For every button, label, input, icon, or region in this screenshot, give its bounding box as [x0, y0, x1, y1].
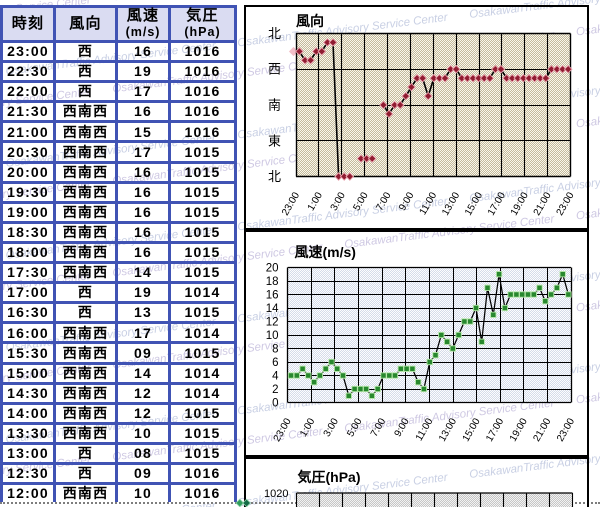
svg-text:15:00: 15:00: [463, 190, 485, 218]
svg-text:南: 南: [267, 98, 280, 113]
svg-text:風速(m/s): 風速(m/s): [294, 244, 355, 260]
svg-text:5:00: 5:00: [351, 190, 370, 213]
svg-text:北: 北: [267, 26, 280, 41]
svg-text:1:00: 1:00: [298, 416, 317, 439]
svg-text:1:00: 1:00: [305, 190, 324, 213]
svg-text:13:00: 13:00: [440, 190, 462, 218]
svg-text:5:00: 5:00: [345, 416, 364, 439]
svg-text:2: 2: [272, 384, 278, 396]
svg-text:西: 西: [267, 62, 280, 77]
svg-text:21:00: 21:00: [531, 416, 553, 444]
svg-text:0: 0: [272, 398, 278, 410]
svg-text:風向: 風向: [296, 13, 324, 29]
svg-text:19:00: 19:00: [507, 416, 529, 444]
svg-text:3:00: 3:00: [328, 190, 347, 213]
svg-text:7:00: 7:00: [374, 190, 393, 213]
svg-text:23:00: 23:00: [555, 416, 577, 444]
svg-text:12: 12: [265, 317, 278, 329]
svg-text:18: 18: [265, 276, 278, 288]
svg-text:8: 8: [272, 344, 278, 356]
svg-text:7:00: 7:00: [368, 416, 387, 439]
svg-text:23:00: 23:00: [271, 416, 293, 444]
svg-text:17:00: 17:00: [485, 190, 507, 218]
svg-text:15:00: 15:00: [460, 416, 482, 444]
svg-text:11:00: 11:00: [413, 416, 435, 443]
svg-text:気圧(hPa): 気圧(hPa): [297, 469, 360, 485]
svg-text:3:00: 3:00: [321, 416, 340, 439]
svg-text:北: 北: [267, 169, 280, 184]
svg-text:23:00: 23:00: [554, 190, 576, 218]
svg-text:13:00: 13:00: [437, 416, 459, 444]
svg-text:14: 14: [265, 303, 278, 315]
svg-text:1020: 1020: [264, 488, 288, 500]
svg-text:10: 10: [265, 330, 278, 342]
svg-text:23:00: 23:00: [280, 190, 302, 218]
svg-text:6: 6: [272, 357, 278, 369]
svg-text:4: 4: [272, 371, 279, 383]
svg-text:20: 20: [265, 263, 278, 275]
svg-text:17:00: 17:00: [484, 416, 506, 444]
svg-text:東: 東: [267, 133, 280, 148]
svg-text:11:00: 11:00: [417, 190, 439, 217]
svg-text:16: 16: [265, 290, 278, 302]
svg-text:21:00: 21:00: [531, 190, 553, 218]
svg-text:9:00: 9:00: [397, 190, 416, 213]
svg-text:9:00: 9:00: [392, 416, 411, 439]
svg-text:19:00: 19:00: [508, 190, 530, 218]
